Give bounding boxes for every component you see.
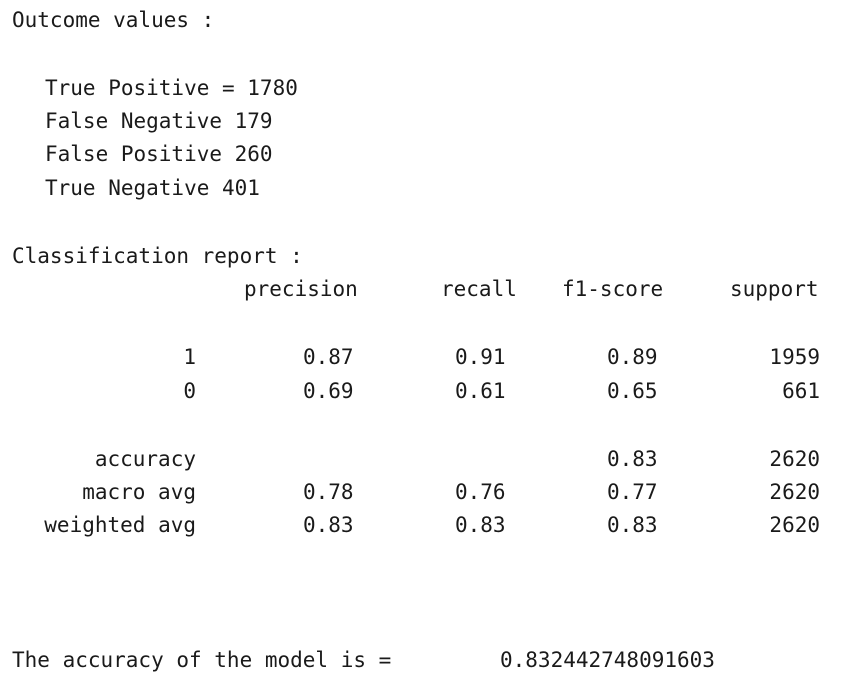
recall-value: 0.61 <box>455 379 506 403</box>
col-header-precision: precision <box>244 277 358 301</box>
outcome-line-fp: False Positive 260 <box>45 142 273 166</box>
support-value: 1959 <box>769 345 820 369</box>
support-value: 2620 <box>769 480 820 504</box>
col-header-recall: recall <box>441 277 517 301</box>
f1-value: 0.89 <box>607 345 658 369</box>
f1-value: 0.83 <box>607 513 658 537</box>
outcome-line-tn: True Negative 401 <box>45 176 260 200</box>
support-value: 2620 <box>769 513 820 537</box>
outcome-heading: Outcome values : <box>12 8 215 32</box>
accuracy-value: 0.832442748091603 <box>500 648 715 672</box>
f1-value: 0.83 <box>607 447 658 471</box>
row-label: macro avg <box>82 480 196 504</box>
precision-value: 0.87 <box>303 345 354 369</box>
row-label: 1 <box>183 345 196 369</box>
precision-value: 0.78 <box>303 480 354 504</box>
report-heading: Classification report : <box>12 244 303 268</box>
precision-value: 0.83 <box>303 513 354 537</box>
recall-value: 0.76 <box>455 480 506 504</box>
recall-value: 0.91 <box>455 345 506 369</box>
row-label: 0 <box>183 379 196 403</box>
outcome-line-fn: False Negative 179 <box>45 109 273 133</box>
row-label: weighted avg <box>44 513 196 537</box>
col-header-support: support <box>730 277 819 301</box>
outcome-line-tp: True Positive = 1780 <box>45 76 298 100</box>
accuracy-text: The accuracy of the model is = <box>12 648 392 672</box>
support-value: 661 <box>782 379 820 403</box>
row-label: accuracy <box>94 447 196 471</box>
recall-value: 0.83 <box>455 513 506 537</box>
f1-value: 0.65 <box>607 379 658 403</box>
precision-value: 0.69 <box>303 379 354 403</box>
support-value: 2620 <box>769 447 820 471</box>
col-header-f1-score: f1-score <box>562 277 664 301</box>
f1-value: 0.77 <box>607 480 658 504</box>
